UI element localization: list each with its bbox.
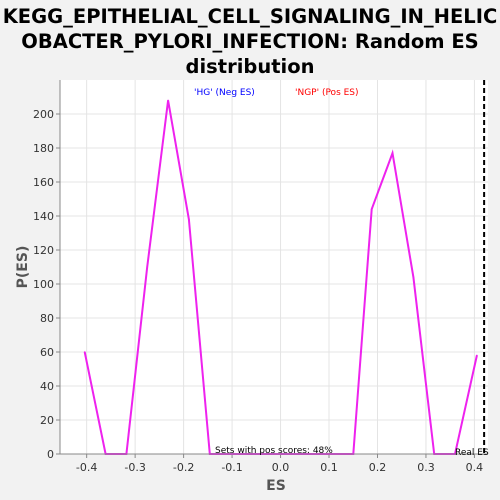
chart-title-line-1: KEGG_EPITHELIAL_CELL_SIGNALING_IN_HELIC <box>2 5 498 28</box>
y-tick-label: 200 <box>33 108 54 121</box>
data-point <box>370 208 373 210</box>
y-tick-label: 60 <box>40 346 54 359</box>
x-tick-label: -0.3 <box>124 461 145 474</box>
y-tick-label: 80 <box>40 312 54 325</box>
y-tick-label: 40 <box>40 380 54 393</box>
x-tick-label: 0.3 <box>417 461 435 474</box>
chart-title: KEGG_EPITHELIAL_CELL_SIGNALING_IN_HELIC … <box>0 4 500 79</box>
x-axis-title: ES <box>266 478 286 494</box>
y-tick-label: 100 <box>33 278 54 291</box>
data-point <box>188 218 190 221</box>
x-tick-label: -0.2 <box>173 461 194 474</box>
x-tick-label: 0.1 <box>320 461 338 474</box>
data-point <box>412 276 415 279</box>
pos-es-label: 'NGP' (Pos ES) <box>295 88 359 98</box>
data-point <box>476 354 478 357</box>
plot-area <box>60 80 488 454</box>
real-es-label: Real ES <box>455 448 489 458</box>
y-axis-title: P(ES) <box>15 246 31 289</box>
y-tick-label: 160 <box>33 176 54 189</box>
y-tick-label: 120 <box>33 244 54 257</box>
data-point <box>167 99 169 102</box>
chart-title-line-3: distribution <box>185 55 315 78</box>
neg-es-label: 'HG' (Neg ES) <box>194 88 255 98</box>
x-tick-label: 0.4 <box>466 461 484 474</box>
axis-ticks: 0 20 40 60 80 100 120 140 160 180 200 -0.4 -0.3 -0.2 -… <box>33 108 483 474</box>
data-point <box>146 266 149 268</box>
x-tick-label: -0.4 <box>76 461 97 474</box>
chart-title-line-2: OBACTER_PYLORI_INFECTION: Random ES <box>21 30 479 53</box>
data-point <box>83 351 86 353</box>
y-tick-label: 0 <box>47 448 54 461</box>
x-tick-label: 0.0 <box>272 461 290 474</box>
y-tick-label: 180 <box>33 142 54 155</box>
y-tick-label: 20 <box>40 414 54 427</box>
data-point <box>391 152 394 154</box>
pos-scores-label: Sets with pos scores: 48% <box>215 446 333 456</box>
y-tick-label: 140 <box>33 210 54 223</box>
x-tick-label: -0.1 <box>221 461 242 474</box>
x-tick-label: 0.2 <box>369 461 387 474</box>
